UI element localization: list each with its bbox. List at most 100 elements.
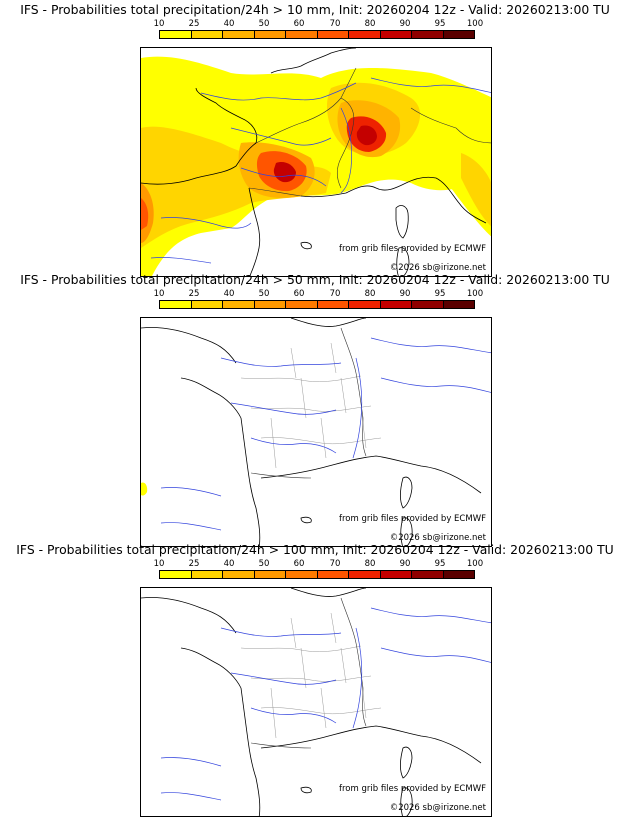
colorbar-labels: 10 25 40 50 60 70 80 90 95 100: [154, 19, 484, 29]
river: [380, 377, 491, 393]
admin-border: [240, 612, 382, 739]
river: [380, 647, 491, 663]
colorbar: [159, 300, 475, 309]
colorbar-segment: [254, 301, 286, 308]
colorbar-segment: [191, 301, 223, 308]
panel-title: IFS - Probabilities total precipitation/…: [20, 2, 610, 17]
river: [352, 627, 363, 729]
colorbar-segment: [443, 301, 474, 308]
country-border: [410, 107, 491, 144]
river: [220, 627, 342, 637]
sardinia: [400, 787, 413, 816]
corsica: [395, 205, 409, 239]
river: [250, 707, 337, 724]
coastlines: [141, 588, 482, 816]
borders: [250, 327, 367, 479]
river: [220, 357, 342, 367]
balearic: [300, 241, 312, 250]
colorbar-tick: 80: [364, 559, 376, 569]
coastline: [260, 725, 482, 764]
country-border: [248, 187, 302, 197]
coastline: [290, 588, 367, 597]
colorbar-segment: [380, 571, 412, 578]
admin-border: [240, 342, 382, 469]
river: [150, 257, 212, 264]
colorbar-segment: [443, 571, 474, 578]
borders: [248, 67, 491, 197]
colorbar-segment: [349, 31, 381, 38]
coastline: [300, 176, 487, 224]
shade-gold: [461, 153, 491, 227]
map-svg: [141, 588, 491, 816]
coastline: [240, 687, 261, 816]
colorbar-segment: [317, 301, 349, 308]
colorbar-tick: 10: [153, 289, 165, 299]
borders: [240, 342, 382, 469]
copyright-credit: ©2026 sb@irizone.net: [389, 803, 486, 813]
colorbar-tick: 50: [258, 559, 270, 569]
colorbar-segment: [286, 571, 318, 578]
colorbar-tick: 95: [434, 559, 446, 569]
precipitation-map: from grib files provided by ECMWF ©2026 …: [140, 317, 492, 547]
river: [370, 607, 491, 624]
river: [250, 437, 337, 454]
source-credit: from grib files provided by ECMWF: [339, 784, 486, 794]
precipitation-map: from grib files provided by ECMWF ©2026 …: [140, 47, 492, 277]
river: [230, 127, 332, 146]
shade-darkred: [356, 125, 377, 146]
colorbar: [159, 30, 475, 39]
sardinia: [396, 247, 410, 276]
river: [230, 402, 337, 415]
colorbar-tick: 80: [364, 289, 376, 299]
colorbar-segment: [223, 31, 255, 38]
colorbar-tick: 25: [188, 559, 200, 569]
coastline: [141, 597, 242, 689]
probability-shading: [141, 48, 491, 276]
river: [240, 167, 327, 187]
river: [340, 107, 353, 194]
colorbar-tick: 80: [364, 19, 376, 29]
colorbar-tick: 90: [399, 289, 411, 299]
coastline: [260, 455, 482, 494]
colorbar-segment: [191, 571, 223, 578]
colorbar-segment: [160, 571, 192, 578]
colorbar-tick: 40: [223, 289, 235, 299]
colorbar-tick: 70: [329, 19, 341, 29]
corsica: [399, 476, 413, 509]
country-border: [255, 67, 357, 189]
river: [230, 672, 337, 685]
panel-100mm: IFS - Probabilities total precipitation/…: [0, 540, 630, 817]
balearic: [300, 786, 312, 794]
colorbar-segment: [412, 571, 444, 578]
colorbar-tick: 40: [223, 19, 235, 29]
panel-50mm: IFS - Probabilities total precipitation/…: [0, 270, 630, 547]
rivers: [160, 337, 491, 531]
panel-10mm: IFS - Probabilities total precipitation/…: [0, 0, 630, 277]
colorbar-segment: [412, 31, 444, 38]
colorbar-tick: 70: [329, 289, 341, 299]
corsica: [399, 746, 413, 779]
colorbar-segment: [160, 31, 192, 38]
colorbar-tick: 10: [153, 19, 165, 29]
colorbar-segment: [349, 571, 381, 578]
colorbar-tick: 95: [434, 19, 446, 29]
colorbar-labels: 10 25 40 50 60 70 80 90 95 100: [154, 559, 484, 569]
colorbar-segment: [254, 571, 286, 578]
river: [160, 487, 222, 497]
source-credit: from grib files provided by ECMWF: [339, 244, 486, 254]
colorbar-tick: 60: [293, 289, 305, 299]
colorbar-segment: [223, 571, 255, 578]
copyright-credit: ©2026 sb@irizone.net: [389, 533, 486, 543]
colorbar-segment: [317, 571, 349, 578]
colorbar-segment: [380, 301, 412, 308]
colorbar-segment: [349, 301, 381, 308]
colorbar-tick: 60: [293, 19, 305, 29]
borders: [250, 597, 367, 749]
coastline: [141, 327, 242, 419]
rivers: [160, 607, 491, 801]
colorbar-segment: [443, 31, 474, 38]
colorbar-tick: 25: [188, 289, 200, 299]
rivers: [150, 77, 491, 264]
shade-darkred: [273, 162, 296, 183]
precipitation-map: from grib files provided by ECMWF ©2026 …: [140, 587, 492, 817]
